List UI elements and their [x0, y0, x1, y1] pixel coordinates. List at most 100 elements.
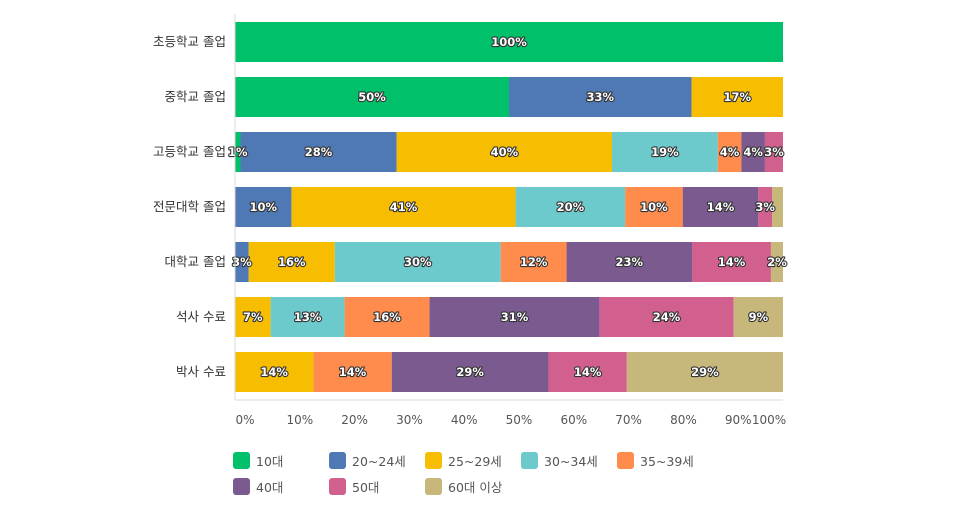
bar-segment: [548, 352, 627, 392]
legend-item[interactable]: 30~34세: [521, 450, 617, 470]
bar-segment: [717, 132, 742, 172]
data-label: 50%: [358, 90, 386, 104]
x-tick-label: 40%: [451, 413, 478, 427]
x-tick-label: 10%: [286, 413, 313, 427]
x-tick-label: 100%: [752, 413, 786, 427]
legend-label: 25~29세: [448, 453, 502, 469]
legend-item[interactable]: 10대: [233, 450, 329, 470]
legend-label: 30~34세: [544, 453, 598, 469]
data-label: 23%: [616, 255, 644, 269]
category-label: 고등학교 졸업: [153, 144, 226, 159]
legend-swatch: [233, 451, 250, 469]
data-label: 30%: [404, 255, 432, 269]
data-label: 3%: [755, 200, 775, 214]
bar-segment: [741, 132, 765, 172]
bar-segment: [248, 242, 335, 282]
legend-swatch: [329, 477, 346, 495]
bar-segment: [599, 297, 734, 337]
data-label: 33%: [586, 90, 614, 104]
data-label: 29%: [691, 365, 719, 379]
data-label: 1%: [228, 145, 248, 159]
legend-label: 60대 이상: [448, 479, 503, 495]
stacked-bar-chart: 100%50% 33% 17%1% 28% 40% 19% 4% 4% 3%10% 41% 20% 1…: [153, 14, 788, 427]
data-label: 14%: [718, 255, 746, 269]
legend-item[interactable]: 40대: [233, 476, 329, 496]
bar-segment: [566, 242, 693, 282]
category-label: 대학교 졸업: [165, 254, 226, 269]
bar-segment: [240, 132, 397, 172]
x-tick-label: 30%: [396, 413, 423, 427]
bar-segment: [692, 242, 771, 282]
data-label: 100%: [491, 35, 527, 49]
x-axis-ticks: 0% 10% 20% 30% 40% 50% 60% 70% 80% 90% 100%: [235, 413, 786, 427]
data-label: 10%: [249, 200, 277, 214]
bar-segment: [235, 22, 783, 62]
bar-segment: [291, 187, 516, 227]
bar-segment: [235, 187, 292, 227]
legend-item[interactable]: 60대 이상: [425, 476, 521, 496]
legend-swatch: [617, 451, 634, 469]
x-tick-label: 60%: [560, 413, 587, 427]
legend-swatch: [425, 477, 442, 495]
x-tick-label: 50%: [506, 413, 533, 427]
category-label: 초등학교 졸업: [153, 34, 226, 49]
x-tick-label: 70%: [615, 413, 642, 427]
bar-segment: [691, 77, 783, 117]
legend-swatch: [425, 451, 442, 469]
category-label: 중학교 졸업: [165, 89, 226, 104]
bar-segment: [612, 132, 718, 172]
x-tick-label: 20%: [341, 413, 368, 427]
data-label: 17%: [723, 90, 751, 104]
legend-swatch: [233, 477, 250, 495]
data-label: 12%: [520, 255, 548, 269]
legend-item[interactable]: 50대: [329, 476, 425, 496]
bar-segment: [235, 297, 271, 337]
data-label: 29%: [456, 365, 484, 379]
category-label: 박사 수료: [176, 364, 226, 379]
data-label: 14%: [707, 200, 735, 214]
legend-swatch: [521, 451, 538, 469]
legend: 10대 20~24세 25~29세 30~34세 35~39세 40대 50대 60대 이상: [233, 450, 793, 496]
bar-segment: [500, 242, 567, 282]
bar-segment: [396, 132, 613, 172]
bar-segment: [509, 77, 692, 117]
bar-segment: [772, 187, 783, 227]
bar-segment: [758, 187, 773, 227]
bar-segment: [235, 132, 241, 172]
bar-segment: [334, 242, 501, 282]
data-label: 14%: [339, 365, 367, 379]
bar-segment: [391, 352, 549, 392]
legend-label: 40대: [256, 479, 284, 495]
data-label: 20%: [557, 200, 585, 214]
data-label: 41%: [390, 200, 418, 214]
x-tick-label: 0%: [235, 413, 254, 427]
legend-label: 10대: [256, 453, 284, 469]
legend-label: 35~39세: [640, 453, 694, 469]
data-label: 13%: [294, 310, 322, 324]
legend-item[interactable]: 35~39세: [617, 450, 713, 470]
bar-segment: [344, 297, 430, 337]
bar-segment: [313, 352, 392, 392]
data-label: 7%: [243, 310, 263, 324]
bar-segment: [625, 187, 683, 227]
data-label: 4%: [720, 145, 740, 159]
data-label: 2%: [767, 255, 787, 269]
bar-segment: [235, 77, 509, 117]
data-label: 14%: [574, 365, 602, 379]
legend-swatch: [329, 451, 346, 469]
legend-item[interactable]: 20~24세: [329, 450, 425, 470]
data-label: 19%: [651, 145, 679, 159]
legend-item[interactable]: 25~29세: [425, 450, 521, 470]
data-label: 9%: [749, 310, 769, 324]
bar-segment: [429, 297, 600, 337]
data-label: 28%: [305, 145, 333, 159]
legend-label: 20~24세: [352, 453, 406, 469]
data-label: 3%: [764, 145, 784, 159]
bar-segment: [235, 352, 314, 392]
bar-segment: [682, 187, 759, 227]
bar-segment: [626, 352, 783, 392]
x-tick-label: 90%: [725, 413, 752, 427]
bar-segment: [515, 187, 626, 227]
data-label: 4%: [743, 145, 763, 159]
